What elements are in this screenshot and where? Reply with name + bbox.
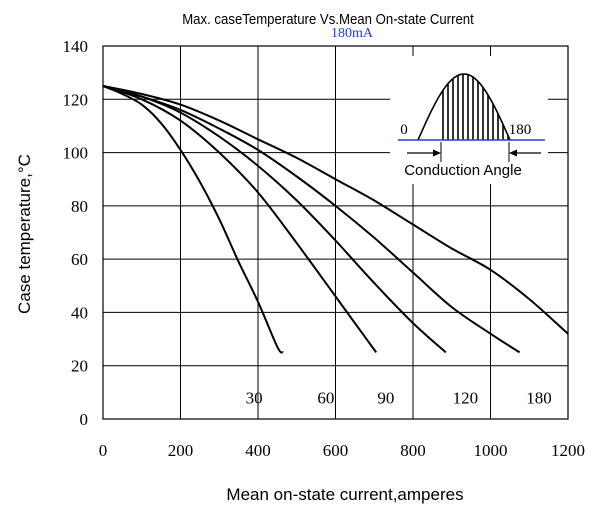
inset-label-left: 0 (400, 122, 408, 138)
series-line-180 (102, 85, 569, 335)
plot-frame (102, 45, 569, 420)
half-sine-wave (417, 73, 511, 141)
inset-arrowhead-right (509, 149, 517, 157)
inset-arrowhead-left (433, 149, 441, 157)
x-tick-label: 0 (99, 441, 108, 460)
y-tick-label: 40 (71, 303, 88, 322)
series-line-30 (102, 85, 284, 354)
curve-label-90: 90 (377, 389, 394, 408)
x-tick-label: 1200 (551, 441, 585, 460)
curve-label-30: 30 (246, 389, 263, 408)
chart-subtitle-fragment: 180mA (331, 26, 374, 41)
y-tick-label: 80 (71, 197, 88, 216)
inset-background (390, 56, 548, 184)
x-tick-label: 800 (400, 441, 426, 460)
curve-labels: 30 60 90 120 180 (246, 389, 552, 408)
x-axis-label: Mean on-state current,amperes (226, 485, 463, 504)
curve-label-120: 120 (453, 389, 479, 408)
inset-label-right: 180 (509, 122, 532, 138)
x-tick-labels: 0 200 400 600 800 1000 1200 (99, 441, 585, 460)
y-tick-label: 0 (80, 410, 89, 429)
x-tick-label: 400 (245, 441, 271, 460)
y-tick-label: 140 (63, 37, 89, 56)
chart-title: Max. caseTemperature Vs.Mean On-state Cu… (182, 10, 474, 27)
y-tick-label: 20 (71, 357, 88, 376)
y-tick-label: 60 (71, 250, 88, 269)
series-line-120 (102, 85, 521, 354)
curve-label-60: 60 (317, 389, 334, 408)
x-tick-label: 1000 (474, 441, 508, 460)
y-tick-labels: 0 20 40 60 80 100 120 140 (63, 37, 89, 429)
x-tick-label: 600 (323, 441, 349, 460)
curve-label-180: 180 (526, 389, 552, 408)
y-tick-label: 100 (63, 144, 89, 163)
series-line-60 (102, 85, 378, 353)
series-lines (102, 85, 569, 354)
y-tick-label: 120 (63, 90, 89, 109)
inset-caption: Conduction Angle (404, 162, 522, 179)
y-axis-label: Case temperature,°C (15, 154, 34, 314)
inset-hatch-lines (442, 74, 509, 140)
x-tick-label: 200 (168, 441, 194, 460)
conduction-angle-inset: 0 180 Conduction Angle (390, 56, 548, 184)
